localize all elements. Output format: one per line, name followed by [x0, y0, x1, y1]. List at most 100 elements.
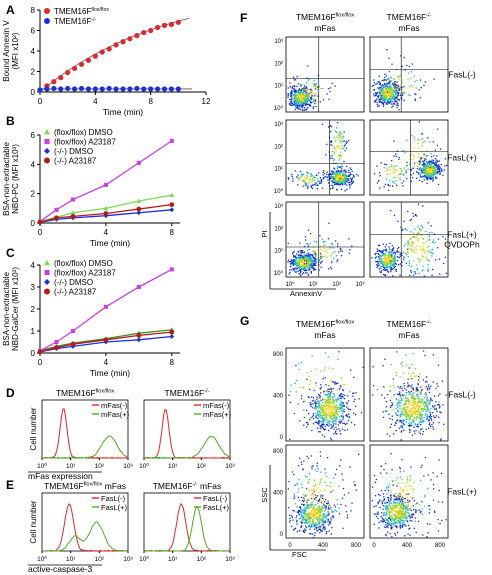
cell-event: [310, 98, 312, 100]
cell-event: [399, 255, 401, 257]
cell-event: [322, 410, 324, 412]
cell-event: [376, 248, 378, 250]
cell-event: [295, 259, 297, 261]
cell-event: [401, 255, 403, 257]
cell-event: [428, 245, 430, 247]
cell-event: [306, 259, 308, 261]
cell-event: [315, 402, 317, 404]
cell-event: [340, 393, 343, 395]
cell-event: [393, 266, 395, 268]
cell-event: [317, 95, 319, 97]
cell-event: [405, 253, 408, 256]
cell-event: [331, 515, 334, 517]
cell-event: [412, 172, 415, 175]
cell-event: [419, 413, 421, 415]
cell-event: [337, 146, 339, 148]
cell-event: [425, 230, 427, 233]
cell-event: [330, 407, 332, 410]
cell-event: [402, 228, 404, 230]
cell-event: [410, 392, 412, 394]
cell-event: [342, 184, 344, 186]
cell-event: [297, 108, 299, 110]
cell-event: [314, 384, 316, 387]
cell-event: [376, 102, 378, 104]
cell-event: [408, 428, 411, 431]
cell-event: [345, 140, 348, 143]
cell-event: [373, 95, 375, 97]
cell-event: [342, 182, 344, 184]
cell-event: [390, 94, 392, 96]
cell-event: [421, 417, 423, 419]
cell-event: [309, 179, 311, 181]
cell-event: [331, 172, 333, 175]
cell-event: [388, 85, 390, 87]
cell-event: [381, 95, 383, 97]
cell-event: [413, 75, 415, 77]
cell-event: [317, 184, 319, 186]
cell-event: [319, 416, 321, 418]
cell-event: [417, 232, 419, 234]
cell-event: [414, 237, 416, 239]
cell-event: [317, 513, 319, 516]
cell-event: [390, 87, 392, 89]
cell-event: [398, 401, 401, 403]
cell-event: [322, 425, 324, 427]
cell-event: [420, 386, 422, 388]
cell-event: [386, 92, 388, 95]
cell-event: [331, 187, 334, 190]
cell-event: [310, 261, 313, 263]
cell-event: [321, 187, 324, 189]
cell-event: [418, 423, 420, 425]
cell-event: [342, 410, 344, 412]
cell-event: [433, 174, 435, 176]
cell-event: [293, 268, 295, 270]
cell-event: [307, 187, 309, 189]
cell-event: [332, 247, 334, 249]
cell-event: [306, 521, 308, 523]
cell-event: [346, 406, 348, 408]
cell-event: [343, 405, 345, 407]
cell-event: [400, 170, 403, 173]
y-tick-label: 0: [31, 88, 36, 97]
cell-event: [386, 103, 388, 105]
cell-event: [393, 140, 395, 142]
cell-event: [386, 84, 388, 87]
cell-event: [413, 413, 415, 415]
cell-event: [383, 166, 385, 169]
cell-event: [338, 388, 341, 390]
cell-event: [304, 266, 306, 268]
cell-event: [375, 252, 377, 254]
cell-event: [299, 267, 301, 269]
cell-event: [435, 159, 437, 161]
cell-event: [408, 372, 410, 375]
cell-event: [425, 386, 427, 388]
cell-event: [337, 178, 339, 180]
legend-label-main: TMEM16F: [54, 7, 91, 16]
cell-event: [302, 173, 304, 175]
cell-event: [413, 404, 415, 406]
cell-event: [391, 100, 393, 103]
cell-event: [306, 507, 309, 509]
cell-event: [300, 261, 303, 263]
cell-event: [301, 499, 303, 502]
cell-event: [437, 385, 439, 387]
cell-event: [384, 101, 386, 103]
cell-event: [327, 500, 329, 502]
legend-marker: [44, 8, 50, 14]
cell-event: [303, 266, 306, 268]
cell-event: [414, 80, 416, 83]
cell-event: [423, 420, 425, 422]
cell-event: [390, 423, 392, 425]
cell-event: [420, 224, 422, 227]
cell-event: [327, 511, 329, 513]
cell-event: [427, 408, 429, 411]
cell-event: [343, 179, 346, 181]
cell-event: [307, 274, 309, 276]
cell-event: [306, 87, 308, 89]
cell-event: [425, 177, 428, 179]
cell-event: [315, 512, 317, 514]
cell-event: [383, 93, 386, 95]
y-tick-label: 0: [31, 349, 36, 358]
cell-event: [396, 102, 398, 104]
cell-event: [422, 168, 424, 170]
